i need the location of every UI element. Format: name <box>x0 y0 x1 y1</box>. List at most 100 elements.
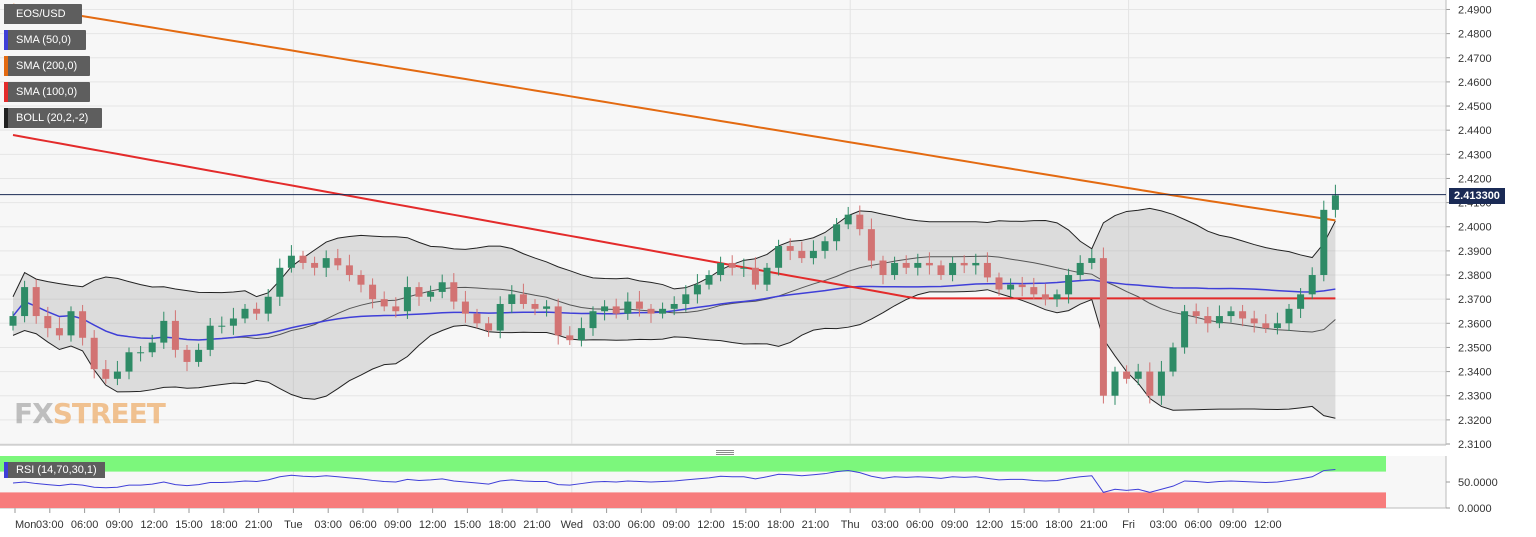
legend-swatch <box>4 82 8 102</box>
legend-swatch <box>4 56 8 76</box>
y-tick-label: 2.3800 <box>1458 270 1492 282</box>
legend-item-sma50[interactable]: SMA (50,0) <box>4 30 86 50</box>
candle-body <box>775 246 783 268</box>
candle-body <box>229 318 237 326</box>
legend-label: EOS/USD <box>16 8 66 20</box>
candle-body <box>867 229 875 261</box>
legend-swatch <box>4 108 8 128</box>
candle-body <box>983 262 991 278</box>
candle-body <box>566 335 574 341</box>
bollinger-lower-line <box>12 289 1336 419</box>
candle-body <box>334 258 342 266</box>
candle-body <box>241 308 249 319</box>
candle-body <box>902 262 910 268</box>
y-tick-label: 2.4700 <box>1458 53 1492 65</box>
x-tick-label: 03:00 <box>593 519 621 531</box>
candle-body <box>543 306 551 309</box>
candle-body <box>601 306 609 312</box>
candle-body <box>1041 294 1049 300</box>
fxstreet-logo: FXSTREET <box>14 397 166 430</box>
candle-body <box>369 284 377 300</box>
legend-item-sma200[interactable]: SMA (200,0) <box>4 56 90 76</box>
candle-body <box>79 311 87 338</box>
y-tick-label: 2.3500 <box>1458 342 1492 354</box>
candle-body <box>1181 311 1189 348</box>
bollinger-upper-line <box>12 207 1336 298</box>
rsi-line <box>12 469 1336 493</box>
x-tick-label: 21:00 <box>245 519 273 531</box>
x-tick-label: 21:00 <box>1080 519 1108 531</box>
candle-body <box>473 313 481 324</box>
candle-body <box>809 250 817 259</box>
y-tick-label: 2.3600 <box>1458 318 1492 330</box>
candle-body <box>891 262 899 276</box>
x-tick-label: 09:00 <box>106 519 134 531</box>
candle-body <box>1007 284 1015 290</box>
x-tick-label: 21:00 <box>523 519 551 531</box>
x-tick-label: 03:00 <box>36 519 64 531</box>
candle-body <box>461 301 469 314</box>
candle-body <box>1204 316 1212 324</box>
x-tick-label: 06:00 <box>1184 519 1212 531</box>
candle-body <box>728 262 736 268</box>
legend-item-boll[interactable]: BOLL (20,2,-2) <box>4 108 102 128</box>
x-tick-label: 18:00 <box>210 519 238 531</box>
candle-body <box>357 275 365 285</box>
candle-body <box>311 262 319 268</box>
candle-body <box>485 323 493 331</box>
candle-body <box>403 287 411 312</box>
candle-body <box>21 287 29 317</box>
indicator-legend: EOS/USD SMA (50,0) SMA (200,0) SMA (100,… <box>4 4 102 134</box>
x-tick-label: 18:00 <box>767 519 795 531</box>
sma-200-line <box>12 3 1336 222</box>
y-tick-label: 2.3100 <box>1458 439 1492 451</box>
candle-body <box>693 284 701 295</box>
candle-body <box>995 277 1003 290</box>
candle-body <box>1250 318 1258 324</box>
candle-body <box>148 342 156 353</box>
x-tick-label: 12:00 <box>976 519 1004 531</box>
candle-body <box>624 301 632 314</box>
logo-part-fx: FX <box>14 397 54 430</box>
candle-body <box>577 328 585 341</box>
x-tick-label: 03:00 <box>871 519 899 531</box>
candle-body <box>786 246 794 251</box>
candle-body <box>554 306 562 336</box>
legend-item-rsi[interactable]: RSI (14,70,30,1) <box>4 462 105 478</box>
candle-body <box>345 265 353 276</box>
y-tick-label: 2.3200 <box>1458 415 1492 427</box>
candle-body <box>171 320 179 350</box>
candle-body <box>1320 209 1328 276</box>
candle-body <box>705 275 713 285</box>
candle-body <box>1018 284 1026 288</box>
legend-item-eosusd[interactable]: EOS/USD <box>4 4 82 24</box>
candle-body <box>1239 311 1247 319</box>
pane-resize-handle[interactable] <box>716 450 734 456</box>
candle-body <box>960 262 968 266</box>
legend-item-sma100[interactable]: SMA (100,0) <box>4 82 90 102</box>
x-tick-label: Thu <box>841 519 860 531</box>
candle-body <box>949 262 957 276</box>
candle-body <box>1262 323 1270 329</box>
x-tick-label: Wed <box>561 519 583 531</box>
x-tick-label: 09:00 <box>662 519 690 531</box>
candle-body <box>531 303 539 309</box>
x-tick-label: 03:00 <box>1150 519 1178 531</box>
candle-body <box>1099 258 1107 396</box>
x-tick-label: 09:00 <box>941 519 969 531</box>
candle-body <box>102 369 110 379</box>
candle-body <box>160 320 168 343</box>
candle-body <box>1053 294 1061 300</box>
candle-body <box>55 328 63 336</box>
candle-body <box>322 258 330 268</box>
candle-body <box>914 262 922 268</box>
candle-body <box>218 325 226 327</box>
candle-body <box>798 250 806 259</box>
legend-swatch <box>4 30 8 50</box>
rsi-tick-label: 50.0000 <box>1458 477 1498 489</box>
candle-body <box>612 306 620 314</box>
x-tick-label: 15:00 <box>732 519 760 531</box>
candle-body <box>299 255 307 263</box>
x-tick-label: Mon <box>15 519 36 531</box>
